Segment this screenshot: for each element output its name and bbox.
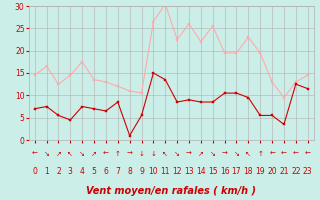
Text: 3: 3: [68, 168, 73, 177]
Text: 1: 1: [44, 168, 49, 177]
Text: ↘: ↘: [44, 151, 50, 157]
Text: 6: 6: [103, 168, 108, 177]
Text: ←: ←: [293, 151, 299, 157]
Text: 5: 5: [92, 168, 97, 177]
Text: 18: 18: [244, 168, 253, 177]
Text: ↖: ↖: [68, 151, 73, 157]
Text: ↘: ↘: [79, 151, 85, 157]
Text: 0: 0: [32, 168, 37, 177]
Text: 8: 8: [127, 168, 132, 177]
Text: 16: 16: [220, 168, 229, 177]
Text: 14: 14: [196, 168, 206, 177]
Text: 7: 7: [116, 168, 120, 177]
Text: ↓: ↓: [150, 151, 156, 157]
Text: 19: 19: [255, 168, 265, 177]
Text: ↘: ↘: [174, 151, 180, 157]
Text: →: →: [222, 151, 228, 157]
Text: ←: ←: [103, 151, 109, 157]
Text: Vent moyen/en rafales ( km/h ): Vent moyen/en rafales ( km/h ): [86, 186, 256, 196]
Text: 23: 23: [303, 168, 312, 177]
Text: →: →: [127, 151, 132, 157]
Text: ↖: ↖: [162, 151, 168, 157]
Text: ←: ←: [281, 151, 287, 157]
Text: ↓: ↓: [139, 151, 144, 157]
Text: 21: 21: [279, 168, 289, 177]
Text: 15: 15: [208, 168, 218, 177]
Text: ↘: ↘: [234, 151, 239, 157]
Text: 2: 2: [56, 168, 61, 177]
Text: ↗: ↗: [91, 151, 97, 157]
Text: 12: 12: [172, 168, 182, 177]
Text: ←: ←: [269, 151, 275, 157]
Text: 22: 22: [291, 168, 300, 177]
Text: ↖: ↖: [245, 151, 251, 157]
Text: 13: 13: [184, 168, 194, 177]
Text: 11: 11: [161, 168, 170, 177]
Text: ↗: ↗: [56, 151, 61, 157]
Text: →: →: [186, 151, 192, 157]
Text: 4: 4: [80, 168, 84, 177]
Text: 17: 17: [232, 168, 241, 177]
Text: ←: ←: [32, 151, 38, 157]
Text: 10: 10: [148, 168, 158, 177]
Text: ←: ←: [305, 151, 311, 157]
Text: 9: 9: [139, 168, 144, 177]
Text: ↘: ↘: [210, 151, 216, 157]
Text: ↑: ↑: [115, 151, 121, 157]
Text: 20: 20: [267, 168, 277, 177]
Text: ↑: ↑: [257, 151, 263, 157]
Text: ↗: ↗: [198, 151, 204, 157]
